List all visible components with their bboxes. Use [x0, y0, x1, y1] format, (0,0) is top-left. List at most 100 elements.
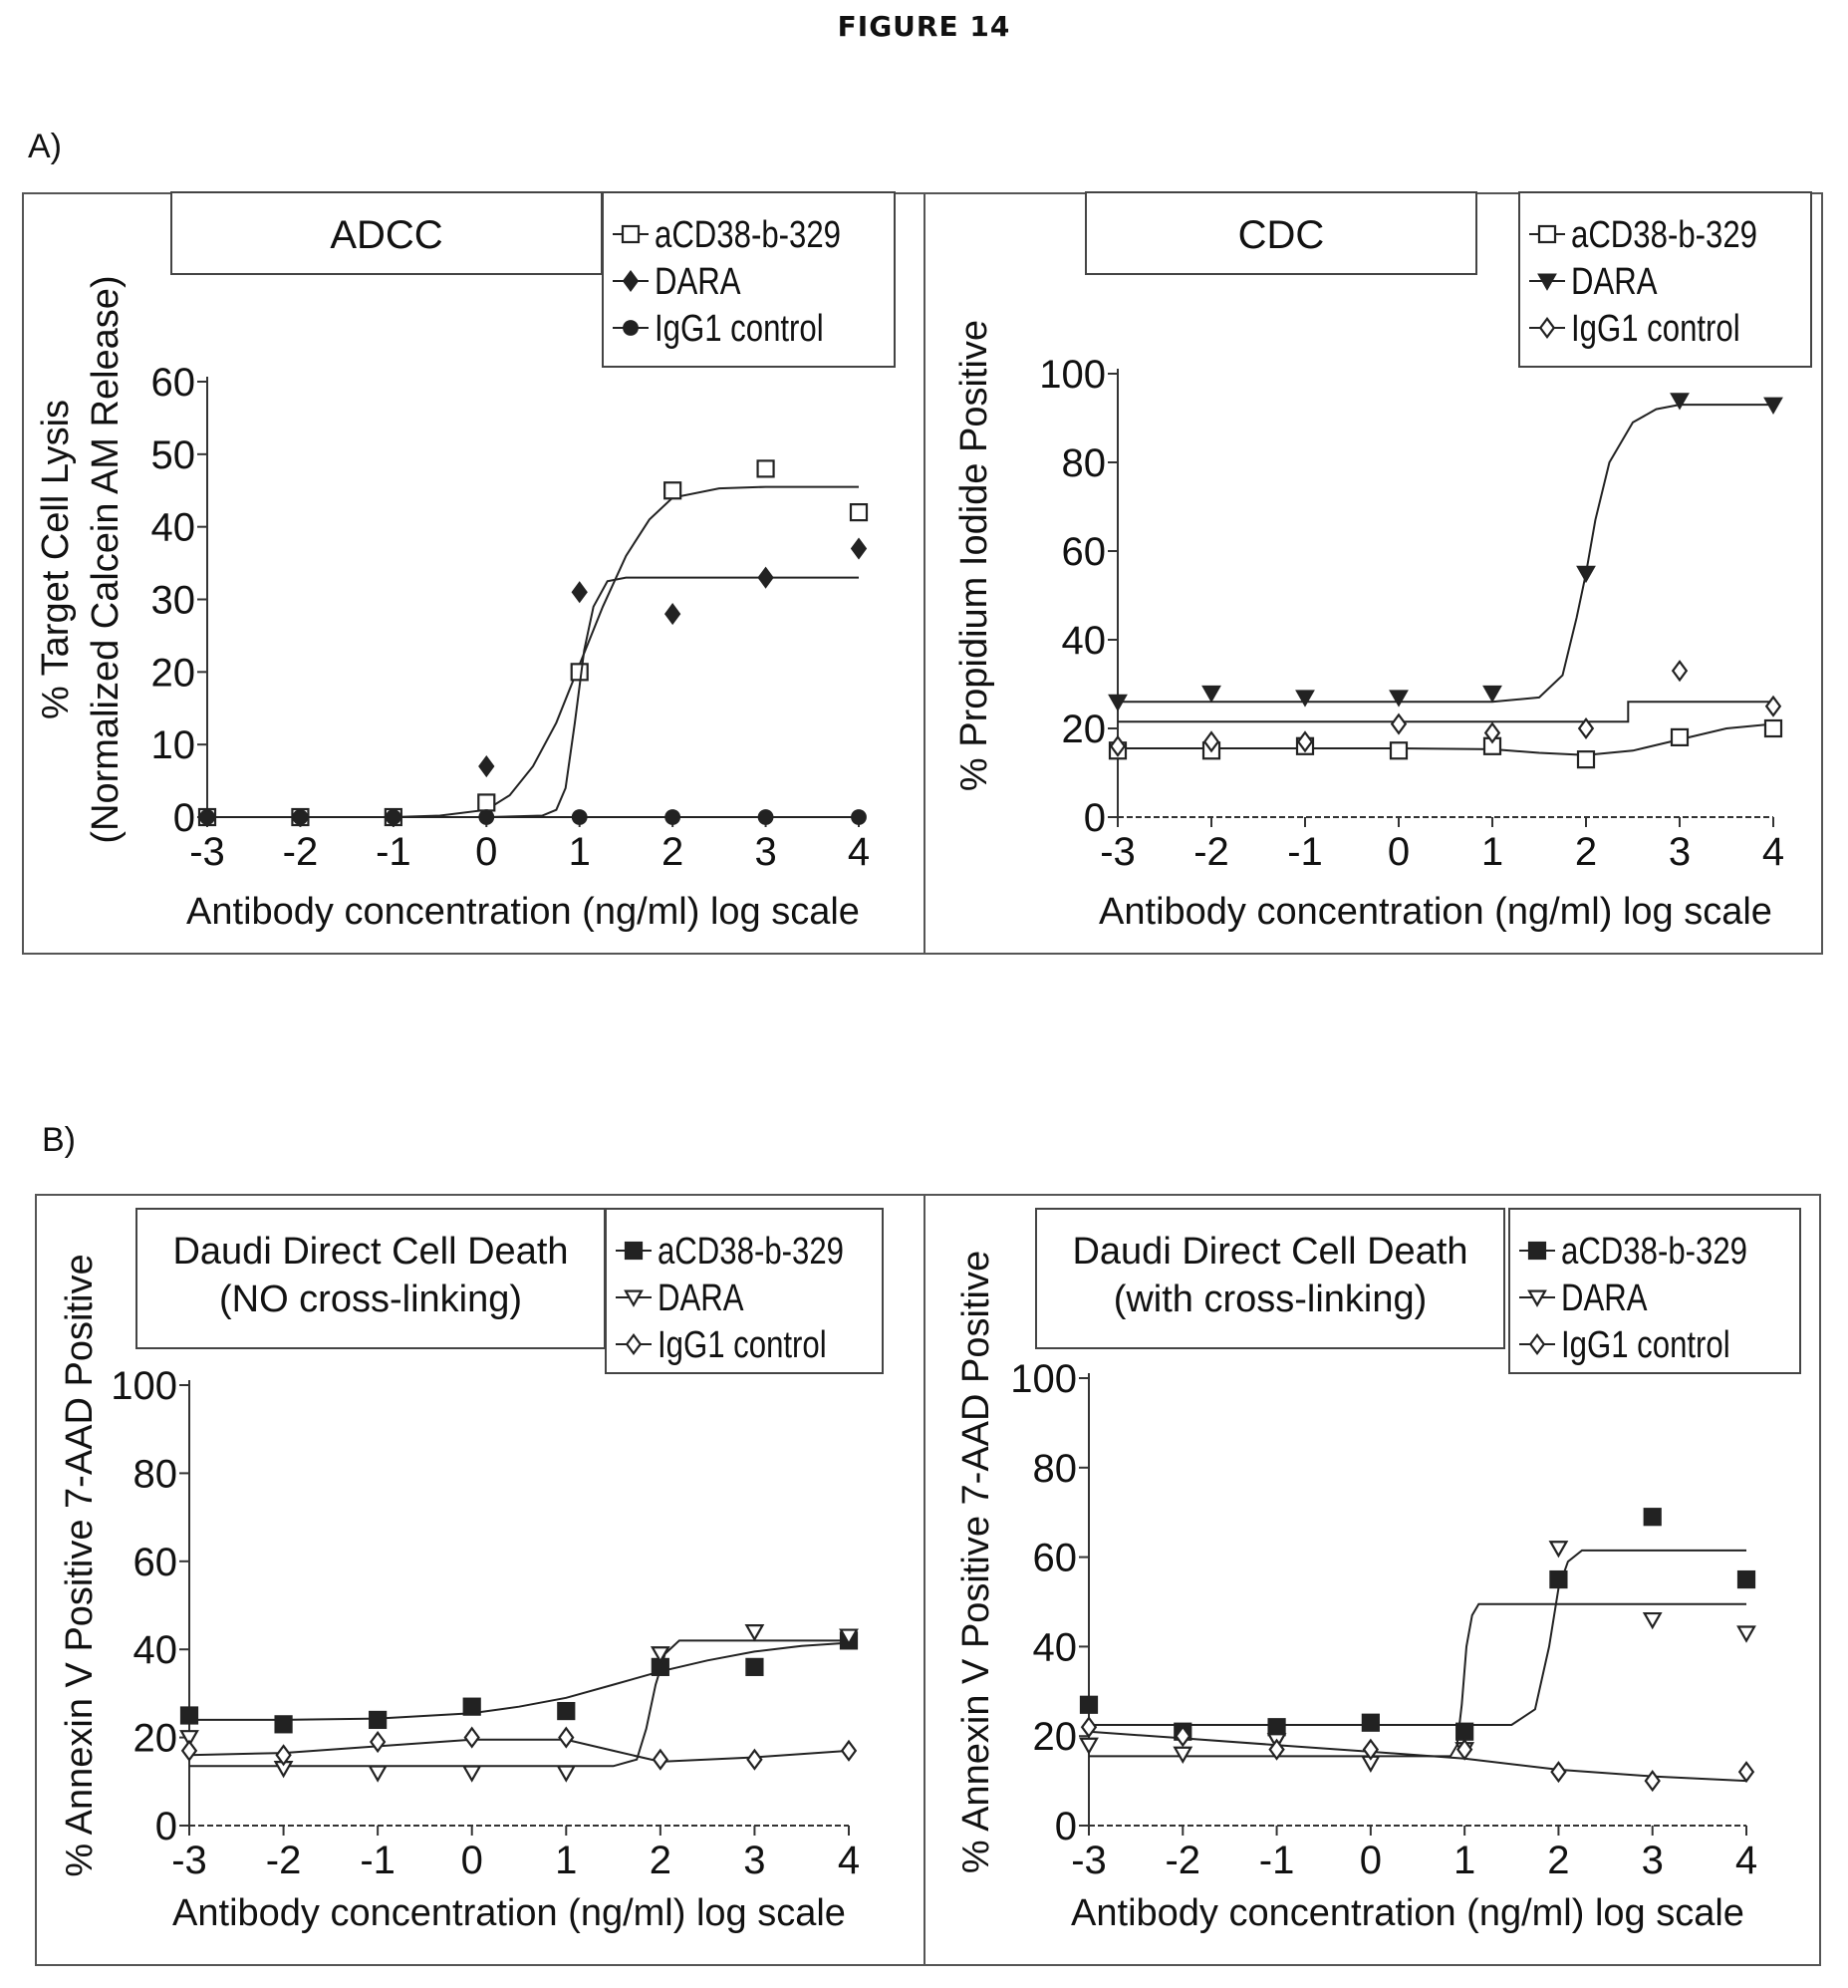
- data-point: [1642, 1611, 1663, 1630]
- chart-subtitle: (NO cross-linking): [219, 1278, 522, 1320]
- data-point: [369, 1710, 388, 1730]
- x-tick-label: -1: [1259, 1839, 1295, 1882]
- legend-label: IgG1 control: [1571, 308, 1740, 350]
- fit-curve-square-filled: [189, 1641, 850, 1721]
- data-point: [1295, 690, 1315, 708]
- y-tick-label: 60: [1033, 1537, 1078, 1580]
- data-point: [1550, 1761, 1567, 1784]
- data-point: [1670, 727, 1690, 747]
- data-point: [756, 459, 775, 478]
- data-point: [1361, 1713, 1380, 1732]
- x-tick-label: -3: [171, 1839, 207, 1882]
- x-tick-label: 1: [569, 830, 591, 874]
- y-axis-label: % Propidium Iodide Positive: [953, 320, 995, 791]
- legend-marker: [622, 269, 640, 293]
- x-tick-label: 3: [1642, 1839, 1664, 1882]
- panel-b-divider: [924, 1194, 925, 1966]
- legend-box: [1518, 191, 1812, 368]
- legend-box: [1508, 1208, 1801, 1374]
- data-point: [179, 1706, 199, 1725]
- y-tick-label: 60: [1062, 530, 1107, 574]
- data-point: [1079, 1737, 1099, 1755]
- x-tick-label: 4: [848, 830, 870, 874]
- data-point: [757, 809, 774, 825]
- data-point: [1670, 393, 1690, 411]
- legend-label: DARA: [1571, 261, 1658, 303]
- legend-marker: [1527, 1241, 1547, 1261]
- data-point: [1268, 1738, 1285, 1761]
- legend-label: aCD38-b-329: [1571, 214, 1757, 256]
- x-tick-label: 1: [1453, 1839, 1475, 1882]
- x-tick-label: 2: [1575, 830, 1597, 874]
- fit-curve-diamond-open: [1088, 1730, 1747, 1783]
- y-tick-label: 20: [133, 1717, 178, 1761]
- legend-marker: [621, 224, 641, 244]
- legend-marker: [624, 1289, 644, 1307]
- x-tick-label: -2: [266, 1839, 302, 1882]
- x-tick-label: 4: [1762, 830, 1784, 874]
- chart-title: ADCC: [330, 213, 442, 257]
- legend-label: aCD38-b-329: [655, 214, 841, 256]
- chart-title: Daudi Direct Cell Death: [1072, 1231, 1467, 1273]
- y-tick-label: 0: [173, 796, 195, 840]
- x-tick-label: -3: [189, 830, 225, 874]
- y-tick-label: 100: [1039, 353, 1106, 397]
- data-point: [1763, 718, 1783, 738]
- data-point: [757, 566, 774, 589]
- data-point: [663, 481, 682, 500]
- data-point: [571, 809, 588, 825]
- x-tick-label: -3: [1100, 830, 1136, 874]
- y-tick-label: 50: [151, 433, 196, 477]
- data-point: [1389, 741, 1409, 760]
- data-point: [663, 603, 681, 626]
- data-point: [478, 754, 495, 778]
- x-axis-label: Antibody concentration (ng/ml) log scale: [1099, 891, 1772, 933]
- fit-curve-triangle-down-filled: [1118, 404, 1773, 704]
- data-point: [849, 503, 869, 522]
- data-point: [1671, 660, 1689, 683]
- fit-curve-square-filled: [1089, 1549, 1746, 1726]
- data-point: [1736, 1625, 1756, 1643]
- x-tick-label: 2: [650, 1839, 671, 1882]
- data-point: [1455, 1738, 1473, 1761]
- x-tick-label: 0: [461, 1839, 483, 1882]
- legend-marker: [1537, 224, 1557, 244]
- y-tick-label: 80: [1033, 1447, 1078, 1491]
- data-point: [746, 1748, 763, 1771]
- data-point: [1764, 695, 1782, 717]
- data-point: [850, 537, 868, 560]
- fit-curve-square-open: [1118, 722, 1774, 756]
- y-tick-label: 0: [1084, 796, 1106, 840]
- legend-marker: [623, 320, 639, 336]
- y-axis-label: % Annexin V Positive 7-AAD Positive: [955, 1251, 997, 1873]
- data-point: [839, 1628, 859, 1646]
- title-box: [170, 191, 603, 275]
- legend-marker: [1527, 1289, 1547, 1307]
- y-tick-label: 60: [133, 1541, 178, 1584]
- x-tick-label: -1: [1287, 830, 1323, 874]
- x-tick-label: -2: [1165, 1839, 1200, 1882]
- panel-a-divider: [924, 192, 925, 955]
- y-tick-label: 40: [1062, 619, 1107, 663]
- x-tick-label: -2: [1193, 830, 1229, 874]
- data-point: [1267, 1718, 1286, 1737]
- data-point: [1173, 1746, 1193, 1764]
- x-tick-label: -1: [360, 1839, 396, 1882]
- data-point: [1576, 565, 1596, 584]
- figure-title: FIGURE 14: [837, 10, 1011, 43]
- y-tick-label: 0: [155, 1805, 177, 1848]
- fit-curve-triangle-down-open: [1089, 1602, 1746, 1758]
- y-axis-label-secondary: (Normalized Calcein AM Release): [85, 275, 127, 843]
- data-point: [556, 1765, 577, 1783]
- data-point: [840, 1739, 858, 1762]
- data-point: [1175, 1725, 1191, 1748]
- data-point: [650, 1646, 670, 1664]
- title-box: [1035, 1208, 1505, 1349]
- panel-b-frame: [35, 1194, 1821, 1966]
- y-tick-label: 60: [151, 361, 196, 405]
- x-axis-label: Antibody concentration (ng/ml) log scale: [1071, 1892, 1744, 1934]
- legend-box: [605, 1208, 884, 1374]
- y-tick-label: 0: [1055, 1805, 1077, 1848]
